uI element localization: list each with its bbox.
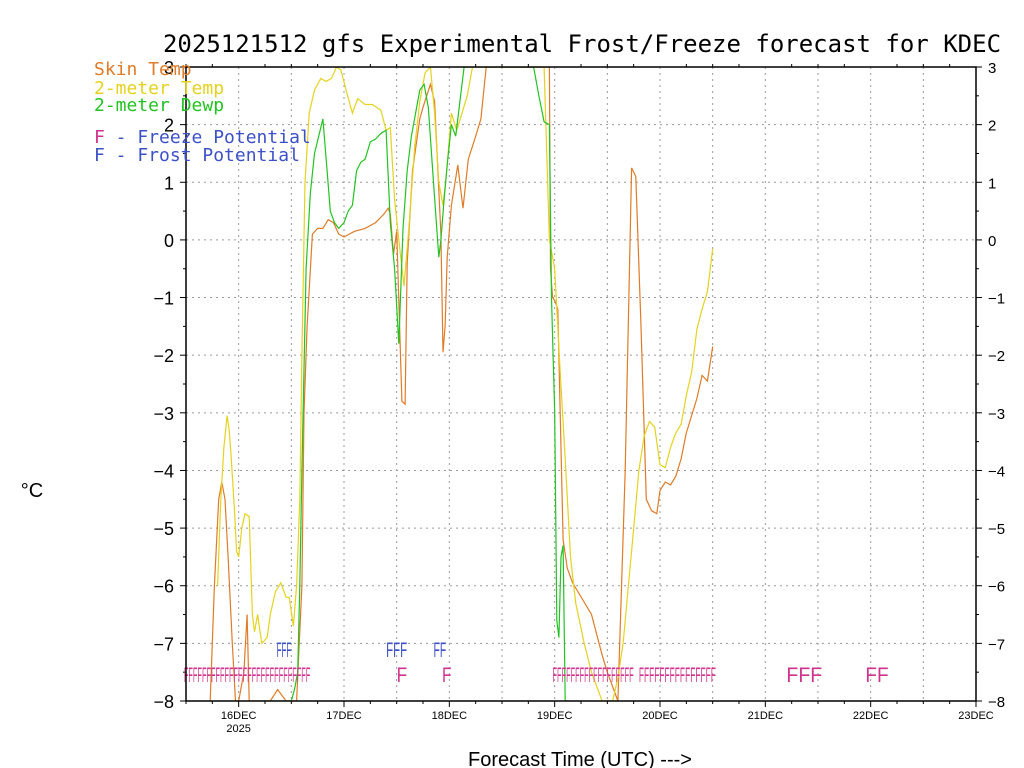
y-tick-label-left: −6	[153, 577, 174, 597]
freeze-flag-run: FFF	[786, 664, 822, 687]
x-tick-sublabel: 2025	[226, 723, 250, 735]
frost-flag-run: FF	[434, 639, 447, 662]
y-tick-label-left: 1	[164, 173, 174, 193]
y-tick-label-left: 2	[164, 116, 174, 136]
y-tick-label-right: 3	[988, 60, 996, 77]
x-tick-label: 21DEC	[748, 710, 784, 722]
grid-lines	[186, 67, 976, 701]
x-tick-label: 19DEC	[537, 710, 573, 722]
x-tick-label: 18DEC	[432, 710, 468, 722]
series-line-2-meter-temp	[217, 67, 714, 701]
x-tick-label: 22DEC	[853, 710, 889, 722]
y-tick-label-right: −8	[988, 694, 1005, 711]
chart-title: 2025121512 gfs Experimental Frost/Freeze…	[163, 30, 1001, 58]
x-tick-label: 23DEC	[958, 710, 994, 722]
y-tick-label-right: −3	[988, 406, 1005, 423]
y-axis-label: °C	[21, 480, 43, 502]
legend-frost-potential: F - Frost Potential	[94, 145, 300, 166]
y-tick-label-left: −1	[153, 289, 174, 309]
y-tick-label-left: −2	[153, 346, 174, 366]
y-tick-label-left: −5	[153, 519, 174, 539]
y-axis-right: 3 2 1 0 −1 −2 −3 −4 −5 −6 −7 −8	[976, 60, 1005, 711]
series-line-2-meter-dewp	[268, 67, 571, 701]
y-tick-label-right: −6	[988, 579, 1005, 596]
plot-frame	[185, 66, 977, 702]
x-tick-label: 20DEC	[642, 710, 678, 722]
y-tick-label-left: −7	[153, 634, 174, 654]
freeze-flag-run: FFFFFFFFFFFFFFF	[639, 664, 716, 687]
frost-flag-run: FFF	[277, 639, 292, 662]
legend-2m-temp: 2-meter Temp	[94, 78, 224, 99]
y-tick-label-left: 0	[164, 231, 174, 251]
plot-area	[186, 67, 976, 701]
legend-skin-temp: Skin Temp	[94, 59, 192, 80]
y-tick-label-right: 2	[988, 118, 996, 135]
y-tick-label-right: −2	[988, 348, 1005, 365]
y-tick-label-right: −5	[988, 521, 1005, 538]
y-tick-label-right: −1	[988, 291, 1005, 308]
series-group	[209, 67, 714, 701]
series-line-skin-temp	[209, 67, 714, 701]
y-tick-label-left: −8	[153, 692, 174, 712]
y-tick-label-right: −4	[988, 463, 1005, 480]
y-tick-label-left: 3	[164, 58, 174, 78]
x-tick-label: 17DEC	[326, 710, 362, 722]
y-tick-label-right: 0	[988, 233, 996, 250]
frost-flag-run: FFF	[386, 639, 407, 662]
x-axis-label: Forecast Time (UTC) --->	[468, 749, 692, 768]
y-tick-label-left: −4	[153, 461, 174, 481]
freeze-flag-run: FF	[865, 664, 888, 687]
flag-group: FFFFFFFFFFFFFFFFFFFFFFFFFFFF F F FFFFFFFFFF…	[184, 639, 889, 687]
legend: Skin Temp 2-meter Temp 2-meter Dewp F - …	[94, 59, 311, 166]
y-axis-left: 3 2 1 0 −1 −2 −3 −4 −5 −6 −7 −8	[153, 58, 186, 712]
freeze-flag-run: FFFFFFFFFFFFFFFFFF	[553, 664, 634, 687]
x-tick-label: 16DEC	[221, 710, 257, 722]
freeze-flag-run: FFFFFFFFFFFFFFFFFFFFFFFFFFFF	[184, 664, 310, 687]
y-tick-label-right: 1	[988, 175, 996, 192]
y-tick-label-right: −7	[988, 636, 1005, 653]
y-tick-label-left: −3	[153, 404, 174, 424]
freeze-flag-run: F	[397, 664, 408, 687]
legend-2m-dewp: 2-meter Dewp	[94, 95, 224, 116]
legend-freeze-potential: F - Freeze Potential	[94, 127, 311, 148]
freeze-flag-run: F	[442, 664, 451, 687]
